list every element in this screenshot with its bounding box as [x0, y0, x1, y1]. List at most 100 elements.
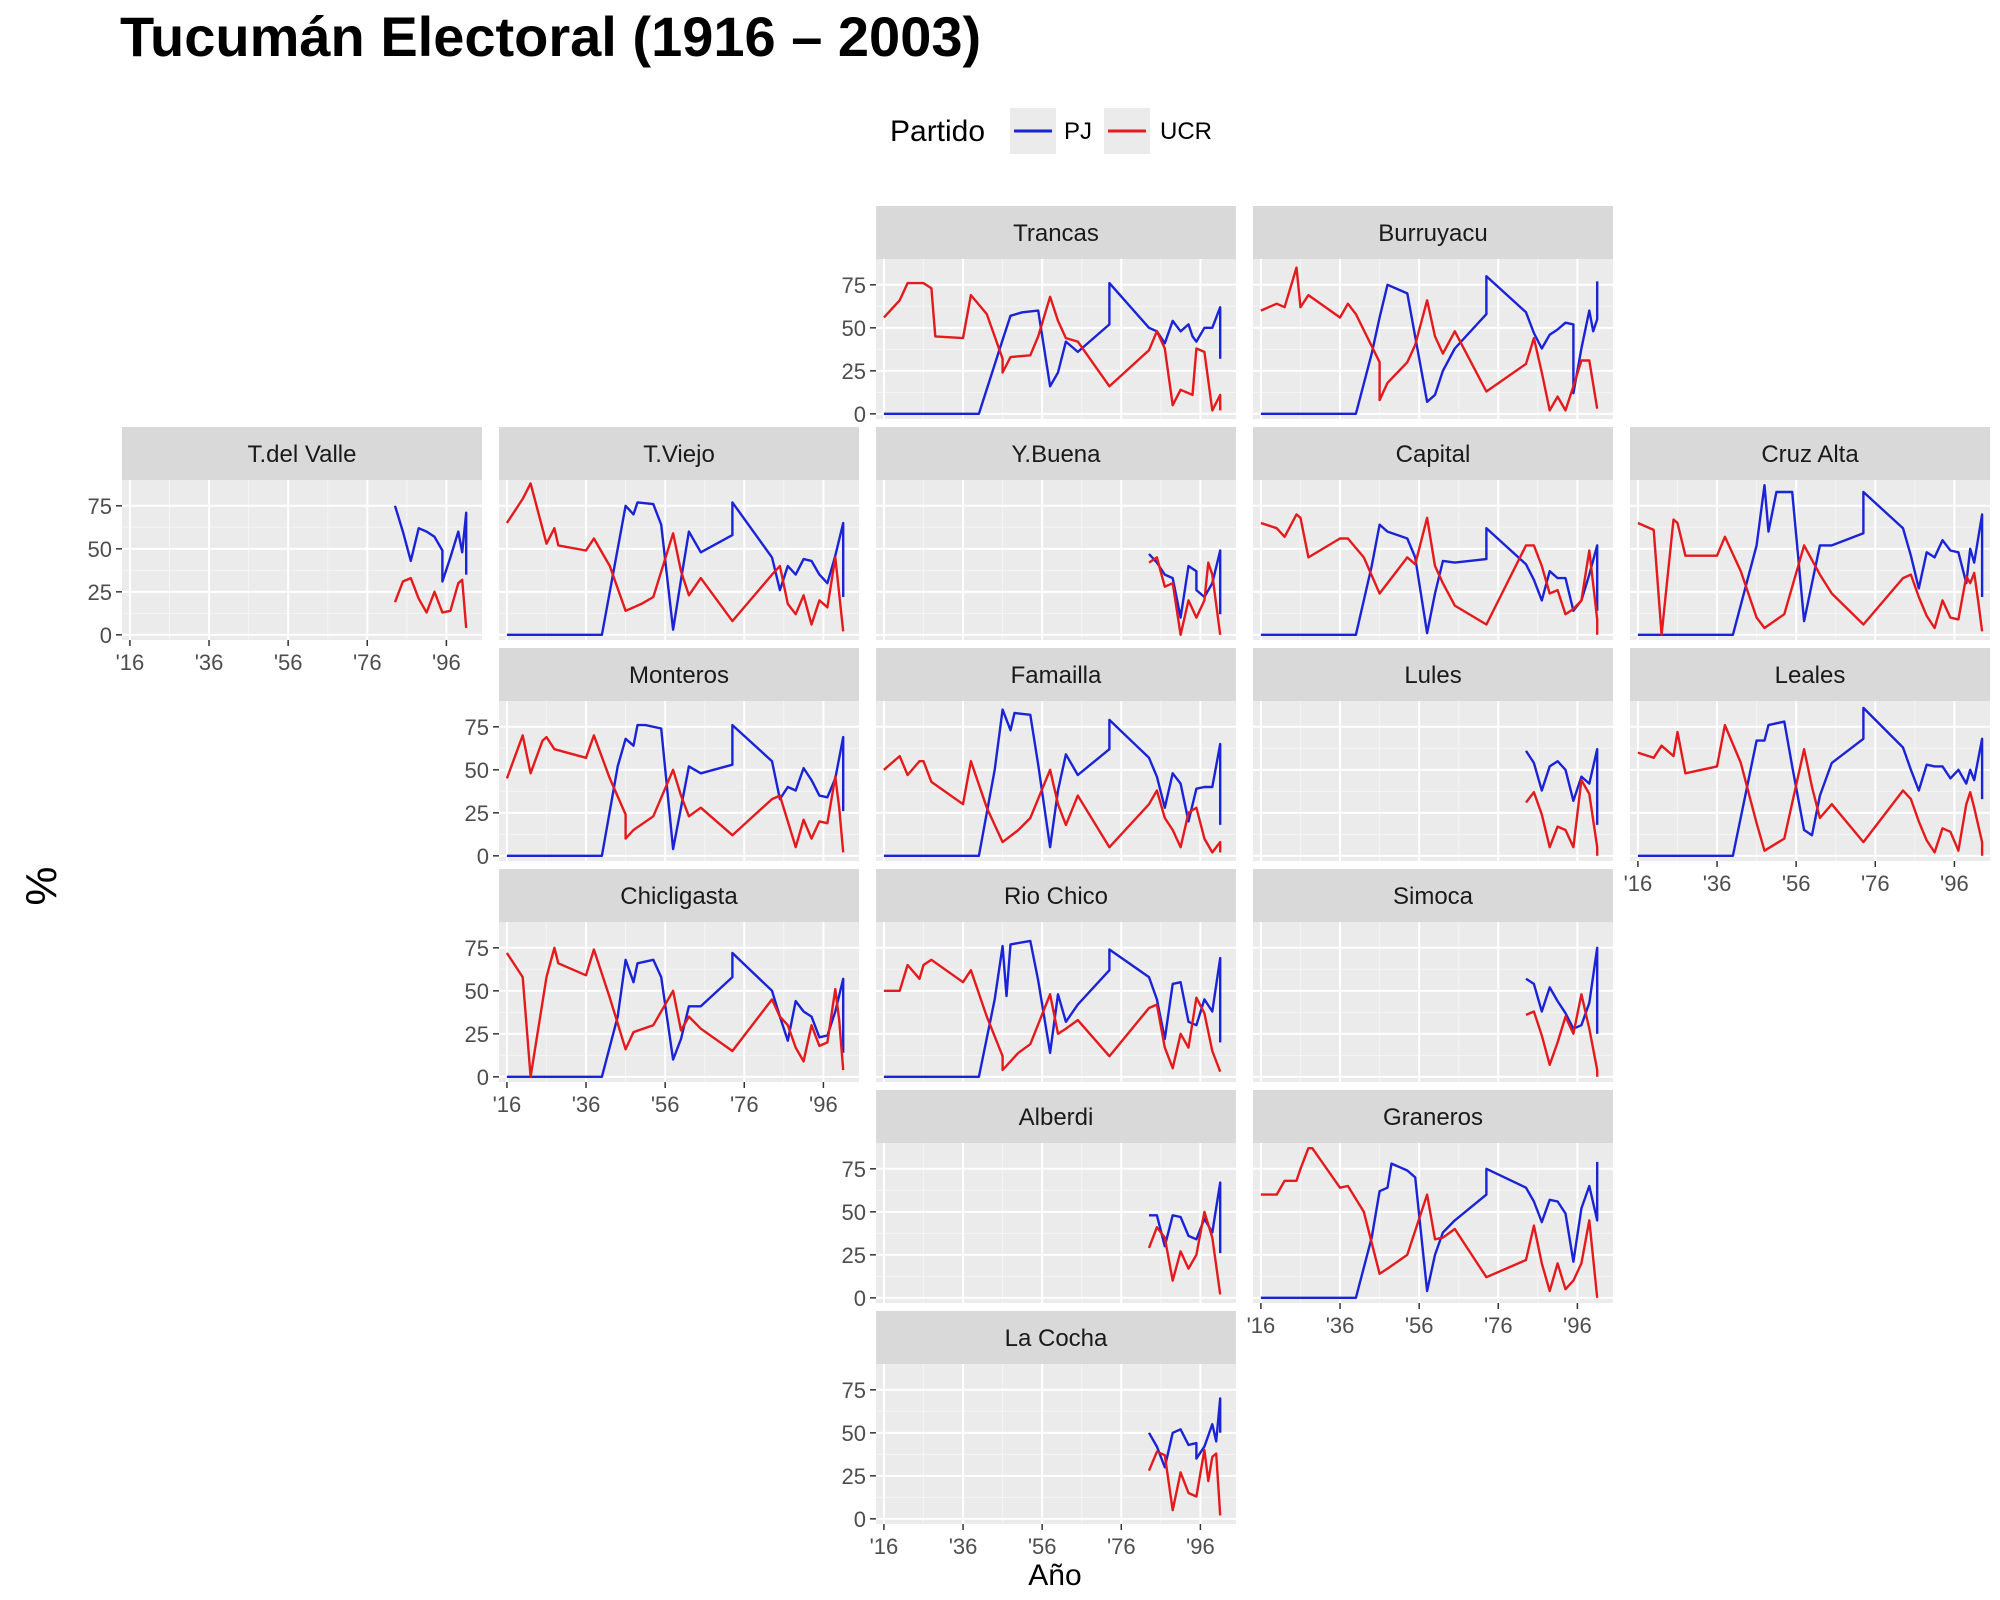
x-tick-label: '56 — [1782, 871, 1811, 896]
series-line-ucr-lules — [1525, 778, 1599, 856]
panel-alberdi: Alberdi 0 25 50 75 — [842, 1090, 1236, 1311]
x-tick-label: '96 — [432, 650, 461, 675]
panel-simoca: Simoca — [1253, 869, 1613, 1082]
y-tick-label: 0 — [477, 1065, 489, 1090]
panel-background — [122, 480, 482, 640]
x-tick-label: '56 — [1028, 1534, 1057, 1559]
y-tick-label: 0 — [854, 402, 866, 427]
strip-capital — [1253, 427, 1613, 480]
panel-rio-chico: Rio Chico — [876, 869, 1236, 1082]
series-line-ucr-chicligasta — [505, 946, 845, 1078]
y-tick-label: 75 — [465, 715, 489, 740]
series-line-ucr-alberdi — [1147, 1210, 1222, 1295]
x-axis-title: Año — [1028, 1559, 1081, 1592]
legend-label-pj: PJ — [1064, 118, 1092, 145]
strip-label-trancas: Trancas — [1013, 220, 1099, 247]
strip-label-t-viejo: T.Viejo — [643, 441, 715, 468]
y-tick-label: 25 — [465, 1022, 489, 1047]
strip-monteros — [499, 648, 859, 701]
y-tick-label: 0 — [477, 844, 489, 869]
y-tick-label: 50 — [842, 1200, 866, 1225]
x-tick-label: '36 — [1703, 871, 1732, 896]
panel-burruyacu: Burruyacu — [1253, 206, 1613, 419]
strip-label-monteros: Monteros — [629, 662, 729, 689]
strip-label-t-del-valle: T.del Valle — [248, 441, 357, 468]
x-tick-label: '76 — [730, 1092, 759, 1117]
y-tick-label: 75 — [842, 1378, 866, 1403]
strip-t-del-valle — [122, 427, 482, 480]
panel-t-viejo: T.Viejo — [499, 427, 859, 640]
panel-graneros: Graneros '16 '36 '56 '76 '96 — [1247, 1090, 1613, 1338]
y-tick-label: 25 — [842, 359, 866, 384]
series-line-ucr-graneros — [1260, 1147, 1599, 1298]
panel-cruz-alta: Cruz Alta — [1630, 427, 1990, 640]
series-line-ucr-monteros — [505, 734, 845, 853]
strip-burruyacu — [1253, 206, 1613, 259]
series-line-ucr-famailla — [883, 754, 1222, 854]
series-line-pj-monteros — [506, 723, 845, 857]
series-line-pj-burruyacu — [1260, 275, 1599, 415]
x-tick-label: '76 — [1861, 871, 1890, 896]
strip-rio-chico — [876, 869, 1236, 922]
series-line-pj-leales — [1637, 706, 1984, 857]
legend-title: Partido — [890, 115, 985, 148]
strip-cruz-alta — [1630, 427, 1990, 480]
series-line-ucr-y-buena — [1148, 556, 1222, 636]
x-tick-label: '96 — [1186, 1534, 1215, 1559]
strip-label-lules: Lules — [1404, 662, 1461, 689]
strip-label-famailla: Famailla — [1011, 662, 1102, 689]
strip-y-buena — [876, 427, 1236, 480]
series-line-pj-chicligasta — [506, 951, 845, 1078]
series-line-pj-simoca — [1525, 946, 1599, 1034]
strip-graneros — [1253, 1090, 1613, 1143]
x-tick-label: '76 — [353, 650, 382, 675]
x-tick-label: '36 — [572, 1092, 601, 1117]
y-tick-label: 25 — [88, 580, 112, 605]
x-tick-label: '16 — [1247, 1313, 1276, 1338]
y-axis-title: % — [17, 866, 66, 905]
series-line-pj-graneros — [1260, 1161, 1599, 1299]
y-tick-label: 50 — [465, 758, 489, 783]
series-line-ucr-burruyacu — [1260, 266, 1599, 412]
panel-famailla: Famailla — [876, 648, 1236, 861]
facet-panels: Trancas 0 25 50 75 Burruyacu T.del Valle 0 25 50 7… — [88, 206, 1990, 1559]
series-line-ucr-simoca — [1525, 993, 1599, 1077]
y-tick-label: 25 — [842, 1464, 866, 1489]
panel-chicligasta: Chicligasta 0 25 50 75 '16 '36 '56 '76 '96 — [465, 869, 859, 1117]
x-tick-label: '56 — [274, 650, 303, 675]
panel-la-cocha: La Cocha 0 25 50 75 '16 '36 '56 '76 '96 — [842, 1311, 1236, 1559]
x-tick-label: '96 — [809, 1092, 838, 1117]
strip-label-leales: Leales — [1775, 662, 1846, 689]
strip-famailla — [876, 648, 1236, 701]
series-line-ucr-la-cocha — [1147, 1448, 1222, 1516]
panel-background — [1253, 259, 1613, 419]
strip-label-cruz-alta: Cruz Alta — [1761, 441, 1859, 468]
y-tick-label: 50 — [88, 537, 112, 562]
y-tick-label: 0 — [854, 1507, 866, 1532]
series-line-ucr-t-del-valle — [393, 576, 468, 629]
strip-leales — [1630, 648, 1990, 701]
series-line-pj-t-del-valle — [393, 505, 468, 583]
panel-lules: Lules — [1253, 648, 1613, 861]
x-tick-label: '56 — [651, 1092, 680, 1117]
x-tick-label: '96 — [1940, 871, 1969, 896]
series-line-ucr-trancas — [883, 281, 1222, 412]
series-line-ucr-rio-chico — [883, 958, 1222, 1073]
series-line-pj-famailla — [883, 708, 1222, 857]
series-line-pj-trancas — [883, 281, 1222, 415]
x-tick-label: '96 — [1563, 1313, 1592, 1338]
panel-y-buena: Y.Buena — [876, 427, 1236, 640]
strip-lules — [1253, 648, 1613, 701]
y-tick-label: 75 — [88, 494, 112, 519]
chart-title: Tucumán Electoral (1916 – 2003) — [120, 5, 981, 68]
strip-label-y-buena: Y.Buena — [1012, 441, 1102, 468]
legend-label-ucr: UCR — [1160, 118, 1212, 145]
x-tick-label: '56 — [1405, 1313, 1434, 1338]
x-tick-label: '76 — [1107, 1534, 1136, 1559]
strip-label-burruyacu: Burruyacu — [1378, 220, 1487, 247]
panel-background — [1630, 480, 1990, 640]
y-tick-label: 75 — [465, 936, 489, 961]
legend: Partido PJ UCR — [890, 108, 1212, 154]
panel-background — [499, 701, 859, 861]
